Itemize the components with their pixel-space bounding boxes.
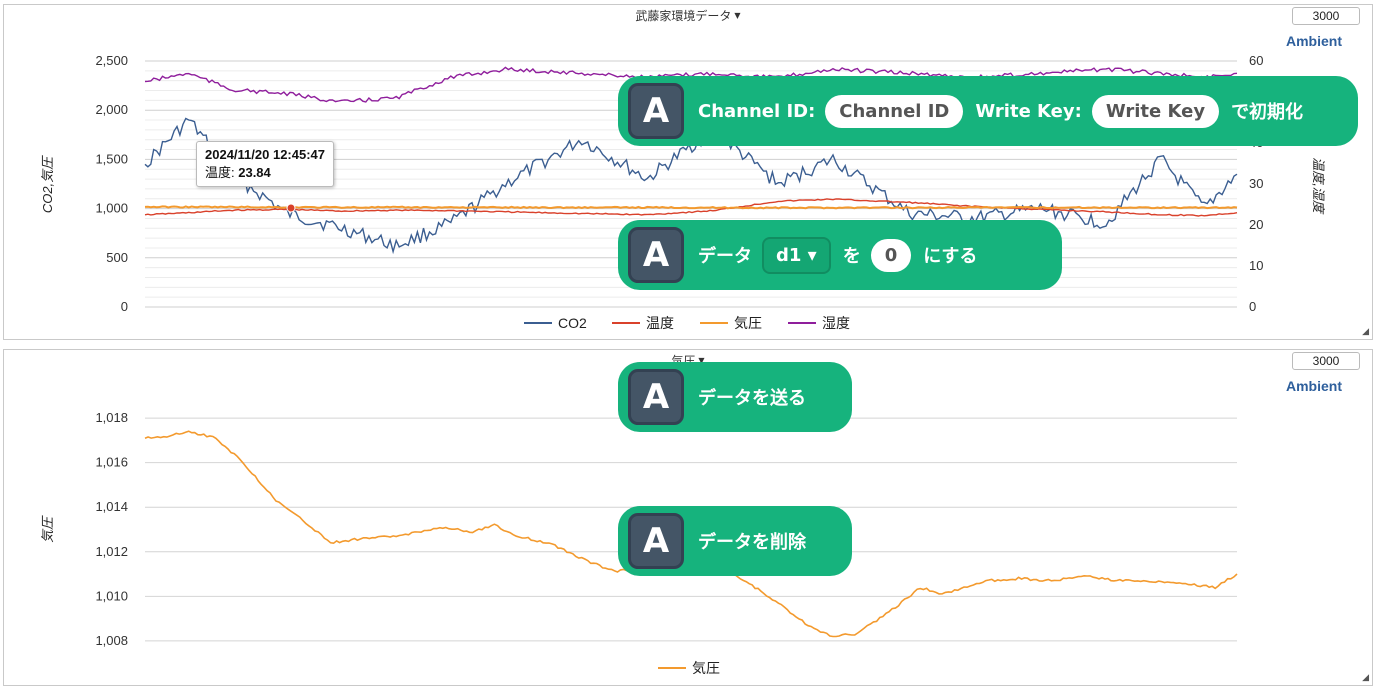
y-axis-label: 気圧 <box>40 515 55 543</box>
block-init[interactable]: A Channel ID: Channel ID Write Key: Writ… <box>618 76 1358 146</box>
y-tick-label: 1,018 <box>95 410 128 425</box>
legend-label: 湿度 <box>822 315 850 331</box>
block-set-prefix: データ <box>698 246 752 267</box>
y-tick-label: 2,500 <box>95 53 128 68</box>
tooltip-date: 2024/11/20 12:45:47 <box>205 147 325 162</box>
y2-tick-label: 60 <box>1249 53 1263 68</box>
y-tick-label: 500 <box>106 250 128 265</box>
interval-input[interactable] <box>1292 7 1360 25</box>
block-set-mid: を <box>842 246 861 267</box>
block-send-label: データを送る <box>698 388 806 409</box>
y-tick-label: 1,500 <box>95 151 128 166</box>
y2-tick-label: 10 <box>1249 258 1263 273</box>
ambient-a-icon: A <box>628 83 684 139</box>
y2-axis-label: 温度,湿度 <box>1311 157 1326 215</box>
tooltip-label: 温度: <box>205 165 239 180</box>
tooltip-marker <box>286 203 296 213</box>
caret-down-icon: ▼ <box>698 356 705 365</box>
block-init-channel-label: Channel ID: <box>698 100 816 122</box>
block-set-suffix: にする <box>923 246 978 267</box>
legend-label: 気圧 <box>692 660 720 676</box>
ambient-a-icon: A <box>628 513 684 569</box>
ambient-a-icon: A <box>628 227 684 283</box>
block-send-data[interactable]: A データを送る <box>618 362 852 432</box>
y-tick-label: 0 <box>121 299 128 314</box>
ambient-a-icon: A <box>628 369 684 425</box>
y-axis-label: CO2,気圧 <box>40 155 55 213</box>
legend-label: CO2 <box>558 315 587 331</box>
resize-handle-icon[interactable]: ◢ <box>1362 672 1369 682</box>
resize-handle-icon[interactable]: ◢ <box>1362 326 1369 336</box>
write-key-input[interactable]: Write Key <box>1091 94 1220 128</box>
chart-tooltip: 2024/11/20 12:45:47 温度: 23.84 <box>196 141 334 187</box>
data-field-dropdown[interactable]: d1 ▾ <box>762 236 831 274</box>
block-init-suffix: で初期化 <box>1231 102 1304 123</box>
chart-title: 武藤家環境データ <box>635 9 732 23</box>
series-line-2 <box>144 198 1238 217</box>
caret-down-icon: ▼ <box>734 11 741 20</box>
y2-tick-label: 20 <box>1249 217 1263 232</box>
y-tick-label: 1,014 <box>95 499 128 514</box>
ambient-logo: Ambient <box>1286 378 1342 394</box>
block-delete-data[interactable]: A データを削除 <box>618 506 852 576</box>
block-set-data[interactable]: A データ d1 ▾ を 0 にする <box>618 220 1062 290</box>
y-tick-label: 1,010 <box>95 588 128 603</box>
series-line-3 <box>144 205 1238 210</box>
y2-tick-label: 0 <box>1249 299 1256 314</box>
chart-title-dropdown[interactable]: 武藤家環境データ ▼ <box>4 7 1372 24</box>
y-tick-label: 1,016 <box>95 455 128 470</box>
tooltip-value: 23.84 <box>238 165 271 180</box>
y-tick-label: 1,000 <box>95 201 128 216</box>
legend-label: 温度 <box>646 315 674 331</box>
data-value-input[interactable]: 0 <box>870 238 912 272</box>
channel-id-input[interactable]: Channel ID <box>825 94 964 128</box>
interval-input[interactable] <box>1292 352 1360 370</box>
ambient-logo: Ambient <box>1286 33 1342 49</box>
series-line-1 <box>144 117 1238 255</box>
block-init-key-label: Write Key: <box>975 100 1082 122</box>
block-delete-label: データを削除 <box>698 532 806 553</box>
y-tick-label: 1,012 <box>95 544 128 559</box>
y-tick-label: 1,008 <box>95 633 128 648</box>
y-tick-label: 2,000 <box>95 102 128 117</box>
y2-tick-label: 30 <box>1249 176 1263 191</box>
legend-label: 気圧 <box>734 315 762 331</box>
